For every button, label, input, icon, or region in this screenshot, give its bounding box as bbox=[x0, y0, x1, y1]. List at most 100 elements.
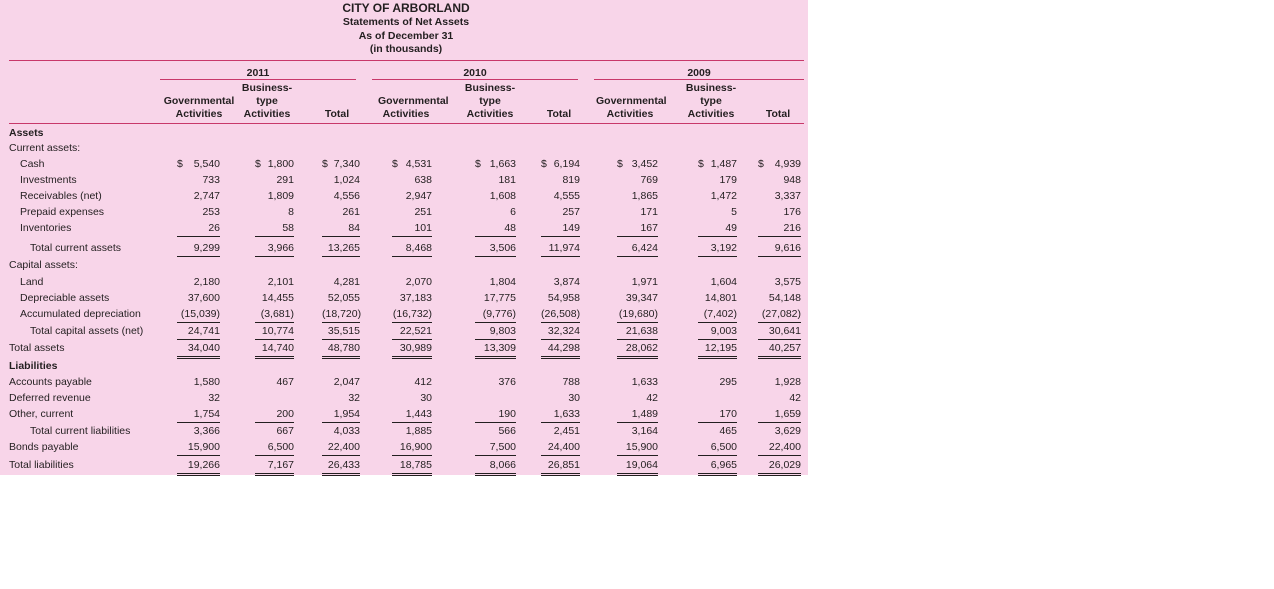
table-cell: 733 bbox=[177, 172, 220, 188]
cell-value: 167 bbox=[640, 222, 658, 234]
cell-value: 2,070 bbox=[405, 276, 432, 288]
cell-value: 2,947 bbox=[405, 190, 432, 202]
dollar-sign: $ bbox=[541, 158, 547, 170]
cell-value: 819 bbox=[562, 174, 580, 186]
table-cell: 4,033 bbox=[322, 423, 360, 439]
table-cell: 1,954 bbox=[322, 406, 360, 423]
cell-value: (26,508) bbox=[541, 308, 581, 320]
table-cell: 21,638 bbox=[617, 323, 658, 340]
table-cell: 48,780 bbox=[322, 340, 360, 359]
table-row: Total current assets 9,299 3,966 13,265 8,46… bbox=[0, 240, 808, 257]
row-label: Inventories bbox=[20, 222, 72, 234]
cell-value: (19,680) bbox=[618, 308, 658, 320]
cell-value: (27,082) bbox=[761, 308, 801, 320]
cell-value: (3,681) bbox=[260, 308, 294, 320]
cell-value: 9,003 bbox=[710, 325, 737, 337]
cell-value: 30 bbox=[420, 392, 432, 404]
cell-value: 3,337 bbox=[774, 190, 801, 202]
table-cell: 26 bbox=[177, 220, 220, 237]
table-cell: 28,062 bbox=[617, 340, 658, 359]
cell-value: 4,531 bbox=[405, 158, 432, 170]
cell-value: 176 bbox=[783, 206, 801, 218]
cell-value: 34,040 bbox=[187, 342, 220, 354]
cell-value: 6,194 bbox=[553, 158, 580, 170]
cell-value: 291 bbox=[276, 174, 294, 186]
table-cell: 2,947 bbox=[392, 188, 432, 204]
table-cell: 9,299 bbox=[177, 240, 220, 257]
table-cell: (16,732) bbox=[392, 306, 432, 323]
cell-value: 6 bbox=[510, 206, 516, 218]
table-cell: 49 bbox=[698, 220, 737, 237]
cell-value: 48 bbox=[504, 222, 516, 234]
table-row: Capital assets: bbox=[0, 257, 808, 273]
table-cell: 5 bbox=[698, 204, 737, 220]
cell-value: 42 bbox=[646, 392, 658, 404]
table-cell: 6,500 bbox=[255, 439, 294, 456]
table-cell: 3,966 bbox=[255, 240, 294, 257]
row-label: Total current assets bbox=[30, 242, 122, 254]
cell-value: 1,885 bbox=[405, 425, 432, 437]
table-row: Receivables (net) 2,747 1,809 4,556 2,947 1,6… bbox=[0, 188, 808, 204]
table-cell: 19,266 bbox=[177, 457, 220, 476]
cell-value: 1,443 bbox=[405, 408, 432, 420]
cell-value: 4,281 bbox=[333, 276, 360, 288]
cell-value: 733 bbox=[202, 174, 220, 186]
table-cell: 24,400 bbox=[541, 439, 580, 456]
cell-value: 12,195 bbox=[704, 342, 737, 354]
cell-value: 190 bbox=[498, 408, 516, 420]
table-cell: 14,801 bbox=[698, 290, 737, 306]
table-cell: 295 bbox=[698, 374, 737, 390]
table-row: Prepaid expenses 253 8 261 251 6 257 171 5 176 bbox=[0, 204, 808, 220]
cell-value: 251 bbox=[414, 206, 432, 218]
row-label: Total liabilities bbox=[9, 459, 74, 471]
table-cell: 2,747 bbox=[177, 188, 220, 204]
table-cell: $1,800 bbox=[255, 156, 294, 172]
table-cell: 170 bbox=[698, 406, 737, 423]
cell-value: 6,424 bbox=[631, 242, 658, 254]
table-cell: 44,298 bbox=[541, 340, 580, 359]
cell-value: 1,487 bbox=[710, 158, 737, 170]
cell-value: 170 bbox=[719, 408, 737, 420]
cell-value: 3,575 bbox=[774, 276, 801, 288]
year-header: 2009 bbox=[687, 67, 711, 79]
table-cell: (15,039) bbox=[177, 306, 220, 323]
table-cell: 7,167 bbox=[255, 457, 294, 476]
cell-value: 101 bbox=[414, 222, 432, 234]
table-cell: 14,740 bbox=[255, 340, 294, 359]
table-cell: 9,003 bbox=[698, 323, 737, 340]
cell-value: 11,974 bbox=[548, 242, 580, 254]
table-cell: 566 bbox=[475, 423, 516, 439]
table-cell: 14,455 bbox=[255, 290, 294, 306]
column-header: Total bbox=[324, 108, 350, 120]
cell-value: 15,900 bbox=[187, 441, 220, 453]
year-rule bbox=[594, 79, 804, 80]
table-cell: 42 bbox=[617, 390, 658, 406]
cell-value: 9,803 bbox=[489, 325, 516, 337]
cell-value: 13,265 bbox=[327, 242, 360, 254]
table-cell: (18,720) bbox=[322, 306, 361, 323]
table-cell: 181 bbox=[475, 172, 516, 188]
cell-value: 8 bbox=[288, 206, 294, 218]
table-cell: 58 bbox=[255, 220, 294, 237]
table-row: Accumulated depreciation (15,039) (3,681) (… bbox=[0, 306, 808, 323]
table-cell: 2,180 bbox=[177, 274, 220, 290]
row-label: Depreciable assets bbox=[20, 292, 110, 304]
table-cell: 467 bbox=[255, 374, 294, 390]
table-cell: (9,776) bbox=[475, 306, 516, 323]
table-cell: 48 bbox=[475, 220, 516, 237]
cell-value: 1,971 bbox=[631, 276, 658, 288]
table-cell: 24,741 bbox=[177, 323, 220, 340]
table-cell: 1,865 bbox=[617, 188, 658, 204]
table-cell: 22,521 bbox=[392, 323, 432, 340]
cell-value: 30,641 bbox=[768, 325, 801, 337]
cell-value: 52,055 bbox=[327, 292, 360, 304]
table-cell: 638 bbox=[392, 172, 432, 188]
cell-value: 37,183 bbox=[399, 292, 432, 304]
cell-value: 9,616 bbox=[774, 242, 801, 254]
table-cell: 3,506 bbox=[475, 240, 516, 257]
cell-value: 3,452 bbox=[631, 158, 658, 170]
table-row: Other, current 1,754 200 1,954 1,443 190 1,633… bbox=[0, 406, 808, 423]
cell-value: 3,366 bbox=[193, 425, 220, 437]
cell-value: 1,800 bbox=[267, 158, 294, 170]
table-cell: 4,556 bbox=[322, 188, 360, 204]
